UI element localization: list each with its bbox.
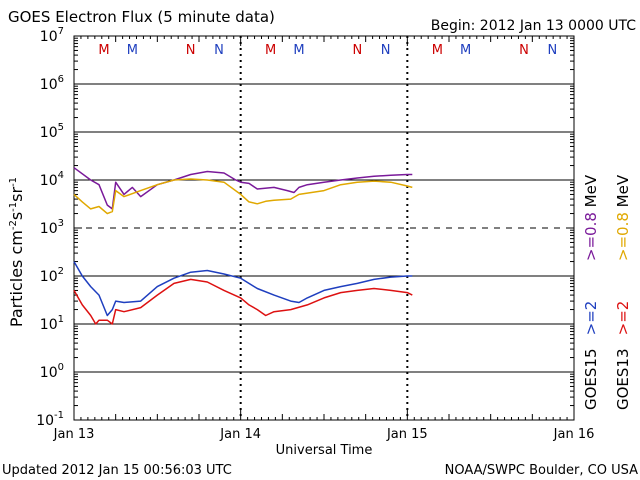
legend-high-energy: >=0.8 MeV xyxy=(614,174,632,261)
marker-label: N xyxy=(186,43,196,58)
legend-high-energy: >=0.8 MeV xyxy=(582,174,600,261)
y-tick-label: 10-1 xyxy=(36,410,64,429)
y-tick-label: 102 xyxy=(40,266,64,285)
series-line xyxy=(73,167,413,210)
legend-satellite: GOES15 xyxy=(582,348,600,410)
x-tick-label: Jan 14 xyxy=(219,427,261,442)
y-tick-label: 100 xyxy=(40,362,64,381)
y-tick-label: 101 xyxy=(40,314,64,333)
marker-label: N xyxy=(381,43,391,58)
y-tick-labels: 107 106 105 104 103 102 101 100 10-1 xyxy=(36,26,64,429)
x-tick-label: Jan 15 xyxy=(386,427,428,442)
x-tick-label: Jan 13 xyxy=(53,427,95,442)
x-tick-label: Jan 16 xyxy=(553,427,595,442)
grid-lines xyxy=(74,36,574,420)
marker-label: M xyxy=(460,43,471,58)
updated-time: Updated 2012 Jan 15 00:56:03 UTC xyxy=(2,463,232,478)
y-tick-label: 106 xyxy=(40,74,64,93)
y-tick-label: 104 xyxy=(40,170,64,189)
y-tick-label: 103 xyxy=(40,218,64,237)
series-line xyxy=(73,261,413,317)
legend-low-energy: >=2 xyxy=(614,301,632,336)
y-axis-label: Particles cm-2s-1sr-1 xyxy=(7,177,26,327)
begin-time: Begin: 2012 Jan 13 0000 UTC xyxy=(431,18,636,34)
marker-label: N xyxy=(352,43,362,58)
axis-ticks xyxy=(73,36,575,421)
marker-label: M xyxy=(127,43,138,58)
credit: NOAA/SWPC Boulder, CO USA xyxy=(445,463,638,478)
x-tick-labels: Jan 13 Jan 14 Jan 15 Jan 16 xyxy=(53,427,595,442)
marker-label: N xyxy=(519,43,529,58)
x-axis-label: Universal Time xyxy=(276,443,373,458)
series-line xyxy=(73,178,413,215)
marker-label: M xyxy=(265,43,276,58)
legend-low-energy: >=2 xyxy=(582,301,600,336)
marker-label: M xyxy=(98,43,109,58)
series-line xyxy=(73,278,413,325)
y-tick-label: 107 xyxy=(40,26,64,45)
data-series xyxy=(73,167,413,325)
legend-satellite: GOES13 xyxy=(614,348,632,410)
marker-label: M xyxy=(293,43,304,58)
chart-title: GOES Electron Flux (5 minute data) xyxy=(8,8,275,26)
marker-label: N xyxy=(214,43,224,58)
legend: >=0.8 MeV >=2 GOES15 >=0.8 MeV >=2 GOES13 xyxy=(582,174,632,410)
y-tick-label: 105 xyxy=(40,122,64,141)
marker-label: M xyxy=(432,43,443,58)
marker-label: N xyxy=(547,43,557,58)
